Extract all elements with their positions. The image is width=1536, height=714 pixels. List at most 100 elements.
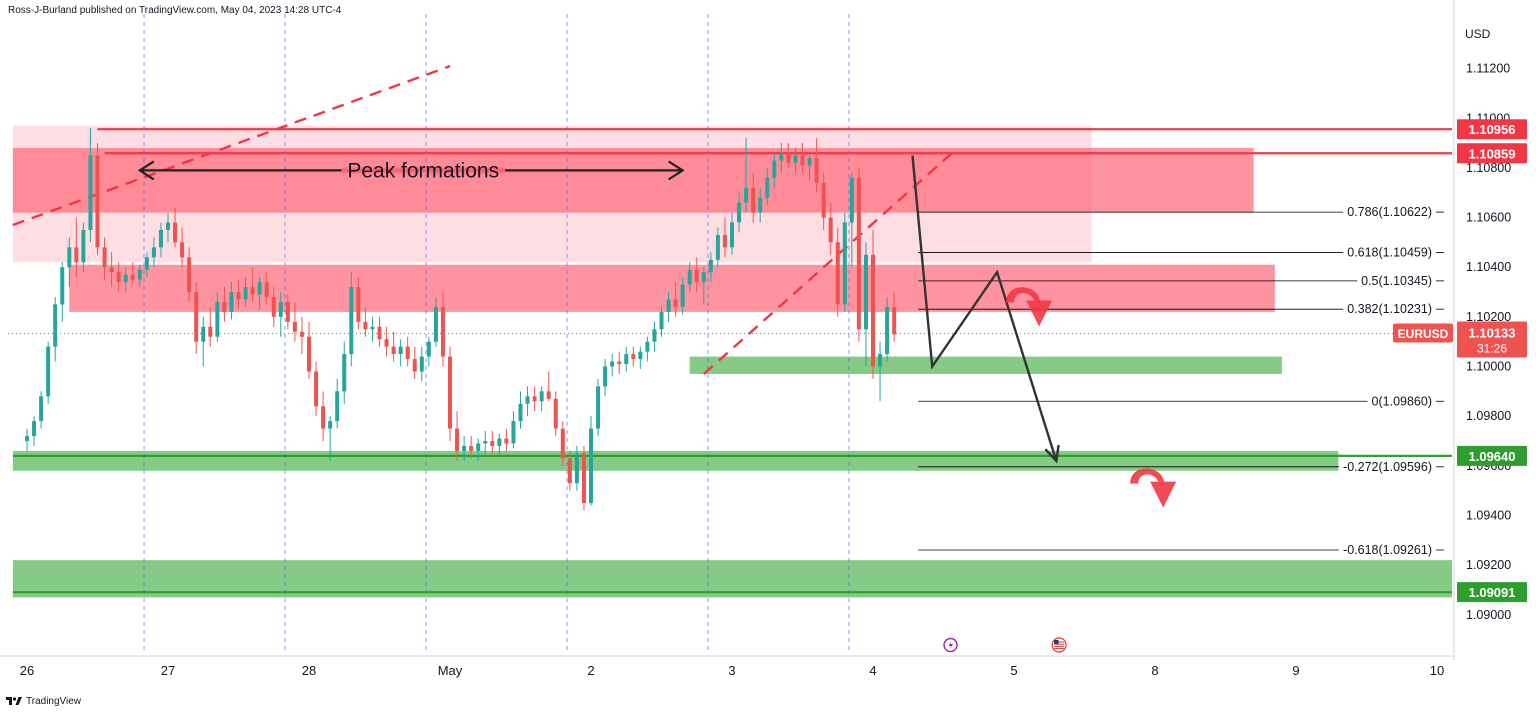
x-tick-label: 10	[1430, 663, 1444, 678]
candle	[821, 172, 826, 230]
candle	[553, 391, 558, 437]
publisher-caption: Ross-J-Burland published on TradingView.…	[8, 5, 342, 16]
tradingview-logo-icon[interactable]	[6, 696, 22, 706]
x-tick-label: 27	[161, 663, 175, 678]
candle-body	[250, 287, 255, 295]
candle	[849, 172, 854, 268]
candle	[617, 351, 622, 374]
candle-body	[617, 361, 622, 365]
zone-support-3	[689, 356, 1282, 374]
candle	[730, 212, 734, 255]
candle-body	[384, 339, 389, 347]
candle	[419, 346, 424, 382]
candle	[631, 346, 636, 367]
candle	[532, 386, 537, 412]
candle-body	[892, 306, 897, 335]
candle	[793, 148, 798, 173]
candle-body	[342, 354, 347, 392]
candle-body	[46, 346, 51, 397]
projection-path	[911, 155, 1058, 462]
candle-body	[772, 160, 777, 178]
candle-body	[455, 428, 460, 451]
candle	[737, 192, 742, 233]
candle-body	[257, 282, 262, 295]
curved-arrow-icon	[1130, 468, 1177, 508]
candle	[581, 445, 586, 511]
candle-body	[546, 391, 551, 399]
candle	[229, 282, 234, 320]
candle	[384, 326, 389, 357]
candle-body	[631, 354, 636, 360]
candle	[603, 359, 608, 397]
candle-body	[419, 356, 424, 372]
y-tick-label: 1.10400	[1466, 260, 1511, 274]
candle	[842, 212, 847, 312]
curved-arrow-head	[1150, 481, 1177, 508]
candle-body	[518, 403, 523, 422]
candle-body	[88, 155, 93, 230]
candle-body	[109, 267, 114, 273]
candle	[708, 252, 713, 283]
candle-body	[730, 222, 734, 248]
candle-body	[765, 177, 770, 198]
annotation-label: Peak formations	[347, 159, 499, 182]
zone-support-4	[12, 450, 1339, 471]
candle	[32, 416, 37, 446]
candle	[659, 306, 664, 337]
candle	[722, 217, 727, 258]
candle	[567, 450, 572, 491]
candle	[863, 242, 868, 367]
candle	[638, 346, 643, 369]
candle	[264, 272, 269, 305]
candle	[74, 217, 79, 278]
candle	[560, 421, 565, 466]
candle	[405, 336, 410, 367]
lightning-bolt	[948, 641, 954, 650]
candle-body	[39, 396, 44, 422]
candle	[60, 262, 65, 322]
curved-arrow-head	[1026, 300, 1053, 327]
candle	[81, 222, 86, 273]
candle-body	[497, 438, 502, 446]
y-tick-label: 1.11200	[1466, 62, 1510, 76]
x-tick-label: 2	[587, 663, 594, 678]
candle	[201, 316, 206, 367]
candle	[518, 391, 523, 429]
fibonacci-layer: 0.786(1.10622) 0.618(1.10459) 0.5(1.10345)…	[918, 205, 1444, 557]
candle-body	[701, 272, 706, 283]
candle-body	[222, 301, 227, 312]
candle	[800, 143, 805, 173]
candle	[116, 262, 121, 293]
candle	[856, 167, 861, 342]
candle-body	[483, 440, 488, 444]
candle	[299, 316, 304, 355]
candle	[835, 227, 840, 317]
candle-body	[278, 301, 283, 317]
candle-body	[264, 282, 269, 298]
price-tag: 1.10859	[1457, 143, 1527, 164]
candle	[673, 282, 678, 317]
candle-body	[885, 306, 890, 355]
candle	[307, 321, 311, 379]
candle-body	[81, 229, 86, 263]
projection-arrow-head	[1044, 444, 1060, 464]
candle	[377, 316, 382, 347]
candle-body	[158, 229, 163, 248]
price-tag-bg	[1457, 582, 1527, 603]
candle-body	[32, 421, 37, 437]
candle	[645, 336, 650, 362]
candle	[144, 252, 149, 278]
x-tick-label: 26	[20, 663, 34, 678]
candle-body	[335, 391, 340, 422]
candle-body	[581, 453, 586, 504]
candle	[151, 237, 156, 268]
fib-label: -0.618(1.09261)	[1343, 543, 1432, 557]
candle	[194, 282, 199, 355]
candle-body	[553, 398, 558, 429]
candle-body	[377, 326, 382, 340]
candle	[744, 138, 749, 213]
lightning-icon	[943, 637, 958, 653]
y-tick-label: 1.10800	[1466, 161, 1511, 175]
candle-body	[878, 354, 883, 367]
